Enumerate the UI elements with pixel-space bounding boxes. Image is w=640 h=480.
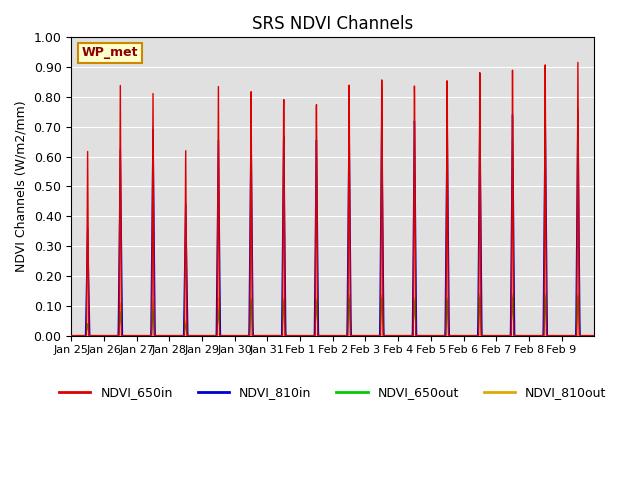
Legend: NDVI_650in, NDVI_810in, NDVI_650out, NDVI_810out: NDVI_650in, NDVI_810in, NDVI_650out, NDV… — [54, 381, 611, 404]
Title: SRS NDVI Channels: SRS NDVI Channels — [252, 15, 413, 33]
Y-axis label: NDVI Channels (W/m2/mm): NDVI Channels (W/m2/mm) — [15, 101, 28, 272]
Text: WP_met: WP_met — [82, 46, 138, 60]
